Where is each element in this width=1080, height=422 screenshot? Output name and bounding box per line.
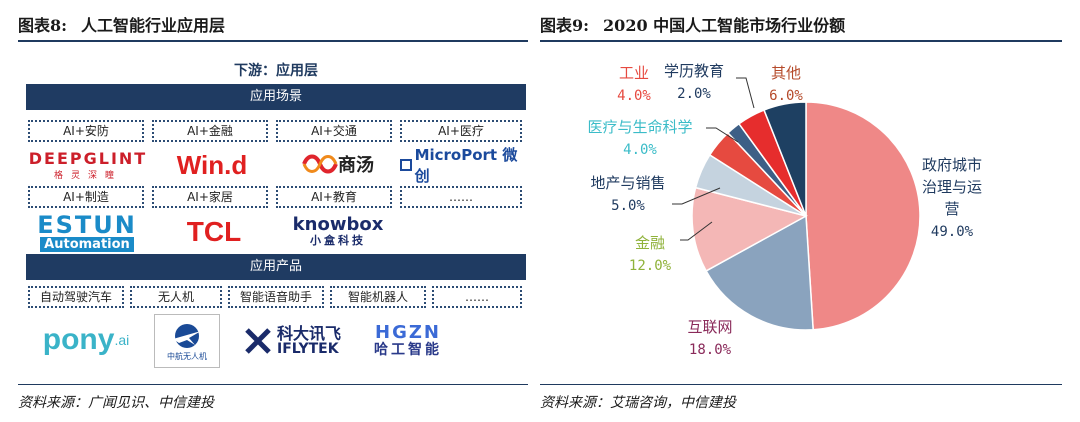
deepglint-logo: DEEPGLINT 格灵深瞳 — [28, 149, 148, 181]
deepglint-logo-subtext: 格灵深瞳 — [53, 171, 122, 181]
figure8-title-text: 人工智能行业应用层 — [81, 16, 226, 35]
slice-value-label-6: 4.0% — [617, 88, 651, 104]
microport-logo-text: MicroPort 微创 — [414, 146, 518, 185]
slice-name-label-1: 互联网 — [687, 318, 732, 336]
product-tag-autonomous-car: 自动驾驶汽车 — [28, 286, 124, 308]
pony-logo-subtext: .ai — [114, 332, 130, 348]
figure9-bottom-rule — [540, 384, 1062, 385]
avic-drone-logo: 中航无人机 — [154, 314, 220, 368]
slice-name-label-6: 工业 — [619, 64, 649, 82]
slice-value-label-7: 6.0% — [769, 88, 803, 104]
pie-slice-2 — [691, 186, 809, 272]
figure9-source: 资料来源：艾瑞咨询，中信建投 — [540, 395, 736, 411]
slice-name-label-0: 营 — [944, 200, 959, 218]
pie-slice-1 — [705, 214, 814, 331]
hgzn-logo-text: HGZN — [375, 322, 441, 344]
scene-bar: 应用场景 — [26, 84, 526, 110]
figure9-title-text: 2020 中国人工智能市场行业份额 — [603, 16, 846, 35]
iflytek-text-group: 科大讯飞 IFLYTEK — [276, 323, 341, 358]
leader-line-4 — [706, 127, 739, 143]
estun-logo-text: ESTUN — [37, 210, 137, 239]
slice-value-label-2: 12.0% — [629, 258, 672, 274]
slice-name-label-0: 政府城市 — [922, 156, 982, 174]
figure9-number: 图表9: — [540, 16, 590, 35]
estun-logo: ESTUN Automation — [32, 210, 142, 252]
figure8-number: 图表8: — [18, 16, 68, 35]
wind-logo: Win.d — [176, 149, 248, 180]
product-tag-more: …… — [432, 286, 522, 308]
slice-name-label-4: 医疗与生命科学 — [587, 118, 692, 136]
leader-line-3 — [672, 187, 721, 205]
microport-logo: MicroPort 微创 — [400, 146, 526, 185]
figure8-title: 图表8: 人工智能行业应用层 — [18, 12, 225, 36]
leader-line-2 — [680, 221, 713, 241]
scene-tag-finance: AI+金融 — [152, 120, 268, 142]
sensetime-logo: 商汤 — [288, 148, 388, 180]
estun-logo-subtext: Automation — [40, 236, 134, 252]
product-tag-robot: 智能机器人 — [330, 286, 426, 308]
figure9-top-rule — [540, 40, 1062, 42]
knowbox-logo: knowbox 小盒科技 — [288, 212, 388, 250]
scene-tag-medical: AI+医疗 — [400, 120, 522, 142]
ai-application-layer-diagram: 下游：应用层 应用场景 AI+安防 AI+金融 AI+交通 AI+医疗 DEEP… — [22, 56, 530, 376]
slice-name-label-2: 金融 — [635, 234, 665, 252]
slice-value-label-4: 4.0% — [623, 142, 657, 158]
scene-tag-education: AI+教育 — [276, 186, 392, 208]
aircraft-icon — [173, 323, 201, 348]
iflytek-logo: 科大讯飞 IFLYTEK — [230, 318, 354, 364]
avic-logo-text: 中航无人机 — [167, 351, 207, 361]
iflytek-logo-text: 科大讯飞 — [276, 323, 341, 343]
figure9-title: 图表9: 2020 中国人工智能市场行业份额 — [540, 12, 845, 36]
product-tag-drone: 无人机 — [130, 286, 222, 308]
knowbox-logo-subtext: 小盒科技 — [310, 233, 366, 247]
slice-value-label-1: 18.0% — [689, 342, 732, 358]
hgzn-logo: HGZN 哈工智能 — [368, 318, 448, 364]
downstream-heading: 下游：应用层 — [234, 63, 318, 79]
slice-value-label-0: 49.0% — [931, 224, 974, 240]
leader-line-5 — [736, 77, 755, 109]
scene-tag-manufacturing: AI+制造 — [28, 186, 144, 208]
slice-value-label-5: 2.0% — [677, 86, 711, 102]
product-tag-voice-assistant: 智能语音助手 — [228, 286, 324, 308]
pie-slice-7 — [763, 101, 807, 217]
tcl-logo: TCL — [186, 216, 242, 247]
microport-icon — [400, 159, 412, 171]
scene-tag-more: …… — [400, 186, 522, 208]
slice-name-label-7: 其他 — [771, 64, 801, 82]
sensetime-icon — [302, 154, 338, 174]
slice-value-label-3: 5.0% — [611, 198, 645, 214]
figure8-bottom-rule — [18, 384, 528, 385]
figure8-top-rule — [18, 40, 528, 42]
slice-name-label-3: 地产与销售 — [590, 174, 665, 192]
scene-tag-security: AI+安防 — [28, 120, 144, 142]
iflytek-logo-subtext: IFLYTEK — [276, 341, 339, 358]
slice-name-label-5: 学历教育 — [664, 62, 724, 80]
scene-tag-home: AI+家居 — [152, 186, 268, 208]
figure8-source: 资料来源：广闻见识、中信建投 — [18, 395, 214, 411]
pony-ai-logo: pony .ai — [30, 318, 142, 362]
product-bar: 应用产品 — [26, 254, 526, 280]
deepglint-logo-text: DEEPGLINT — [28, 149, 148, 168]
iflytek-icon — [245, 328, 271, 354]
sensetime-logo-text: 商汤 — [338, 155, 374, 176]
pony-logo-text: pony — [42, 323, 115, 356]
slice-name-label-0: 治理与运 — [922, 178, 982, 196]
knowbox-logo-text: knowbox — [292, 214, 384, 236]
scene-tag-transport: AI+交通 — [276, 120, 392, 142]
hgzn-logo-subtext: 哈工智能 — [374, 342, 442, 359]
pie-slice-0 — [805, 101, 921, 331]
